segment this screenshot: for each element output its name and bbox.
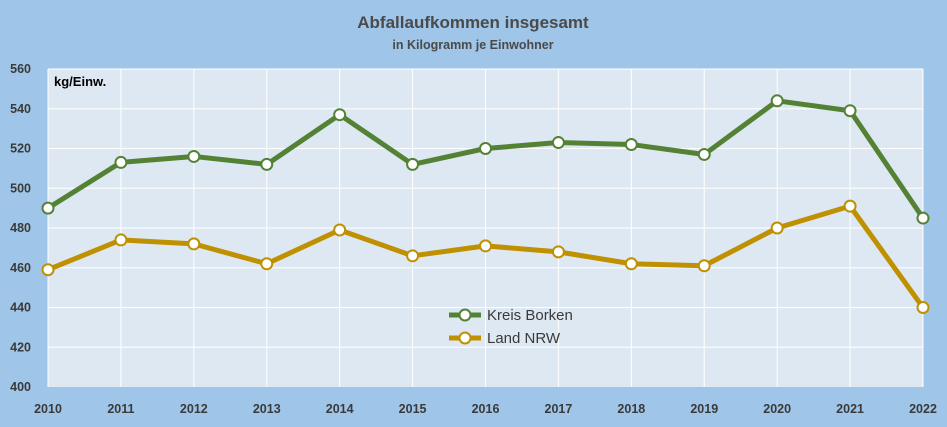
data-point-kreis-borken — [41, 201, 55, 215]
x-tick-label: 2012 — [180, 402, 208, 416]
data-point-kreis-borken — [187, 149, 201, 163]
data-point-kreis-borken — [333, 108, 347, 122]
data-point-land-nrw — [479, 239, 492, 253]
data-point-kreis-borken — [406, 157, 420, 171]
y-tick-label: 420 — [10, 340, 31, 354]
data-point-land-nrw — [843, 199, 857, 213]
y-tick-label: 560 — [10, 62, 31, 76]
data-point-land-nrw — [624, 257, 638, 271]
legend-marker-land-nrw — [458, 331, 472, 345]
x-tick-label: 2019 — [690, 402, 718, 416]
y-axis-unit-label: kg/Einw. — [54, 74, 106, 89]
y-tick-label: 440 — [10, 301, 31, 315]
data-point-land-nrw — [406, 249, 420, 263]
x-tick-label: 2017 — [545, 402, 573, 416]
data-point-kreis-borken — [770, 94, 784, 108]
y-tick-label: 500 — [10, 181, 31, 195]
data-point-land-nrw — [551, 245, 565, 259]
x-tick-label: 2021 — [836, 402, 864, 416]
x-tick-label: 2016 — [472, 402, 500, 416]
data-point-land-nrw — [697, 259, 711, 273]
y-tick-label: 400 — [10, 380, 31, 394]
x-tick-label: 2010 — [34, 402, 62, 416]
data-point-land-nrw — [260, 257, 274, 271]
data-point-kreis-borken — [260, 157, 274, 171]
chart-title: Abfallaufkommen insgesamt — [357, 13, 589, 32]
data-point-kreis-borken — [697, 147, 711, 161]
x-tick-label: 2013 — [253, 402, 281, 416]
legend-label-kreis-borken: Kreis Borken — [487, 307, 573, 324]
x-tick-label: 2015 — [399, 402, 427, 416]
data-point-kreis-borken — [916, 211, 930, 225]
x-tick-label: 2020 — [763, 402, 791, 416]
y-tick-label: 460 — [10, 261, 31, 275]
x-tick-label: 2022 — [909, 402, 937, 416]
data-point-land-nrw — [770, 221, 784, 235]
data-point-kreis-borken — [479, 142, 492, 155]
data-point-land-nrw — [114, 233, 128, 247]
data-point-land-nrw — [916, 301, 930, 314]
legend-label-land-nrw: Land NRW — [487, 330, 561, 347]
x-axis-ticks: 2010 2011 2012 2013 2014 2015 2016 2017 2018 2019… — [34, 402, 937, 416]
data-point-land-nrw — [187, 237, 201, 251]
x-tick-label: 2018 — [617, 402, 645, 416]
x-tick-label: 2014 — [326, 402, 354, 416]
y-axis-ticks: 400 420 440 460 480 500 520 540 560 — [10, 62, 31, 394]
y-tick-label: 480 — [10, 221, 31, 235]
y-tick-label: 520 — [10, 142, 31, 156]
series-group — [41, 94, 930, 314]
data-point-kreis-borken — [843, 104, 857, 118]
data-point-land-nrw — [41, 263, 55, 277]
data-point-land-nrw — [333, 223, 347, 237]
legend: Kreis Borken Land NRW — [449, 307, 573, 347]
y-tick-label: 540 — [10, 102, 31, 116]
legend-marker-kreis-borken — [458, 308, 472, 322]
data-point-kreis-borken — [551, 136, 565, 150]
data-point-kreis-borken — [114, 155, 128, 169]
chart-subtitle: in Kilogramm je Einwohner — [392, 38, 553, 52]
data-point-kreis-borken — [624, 138, 638, 152]
x-tick-label: 2011 — [107, 402, 134, 416]
